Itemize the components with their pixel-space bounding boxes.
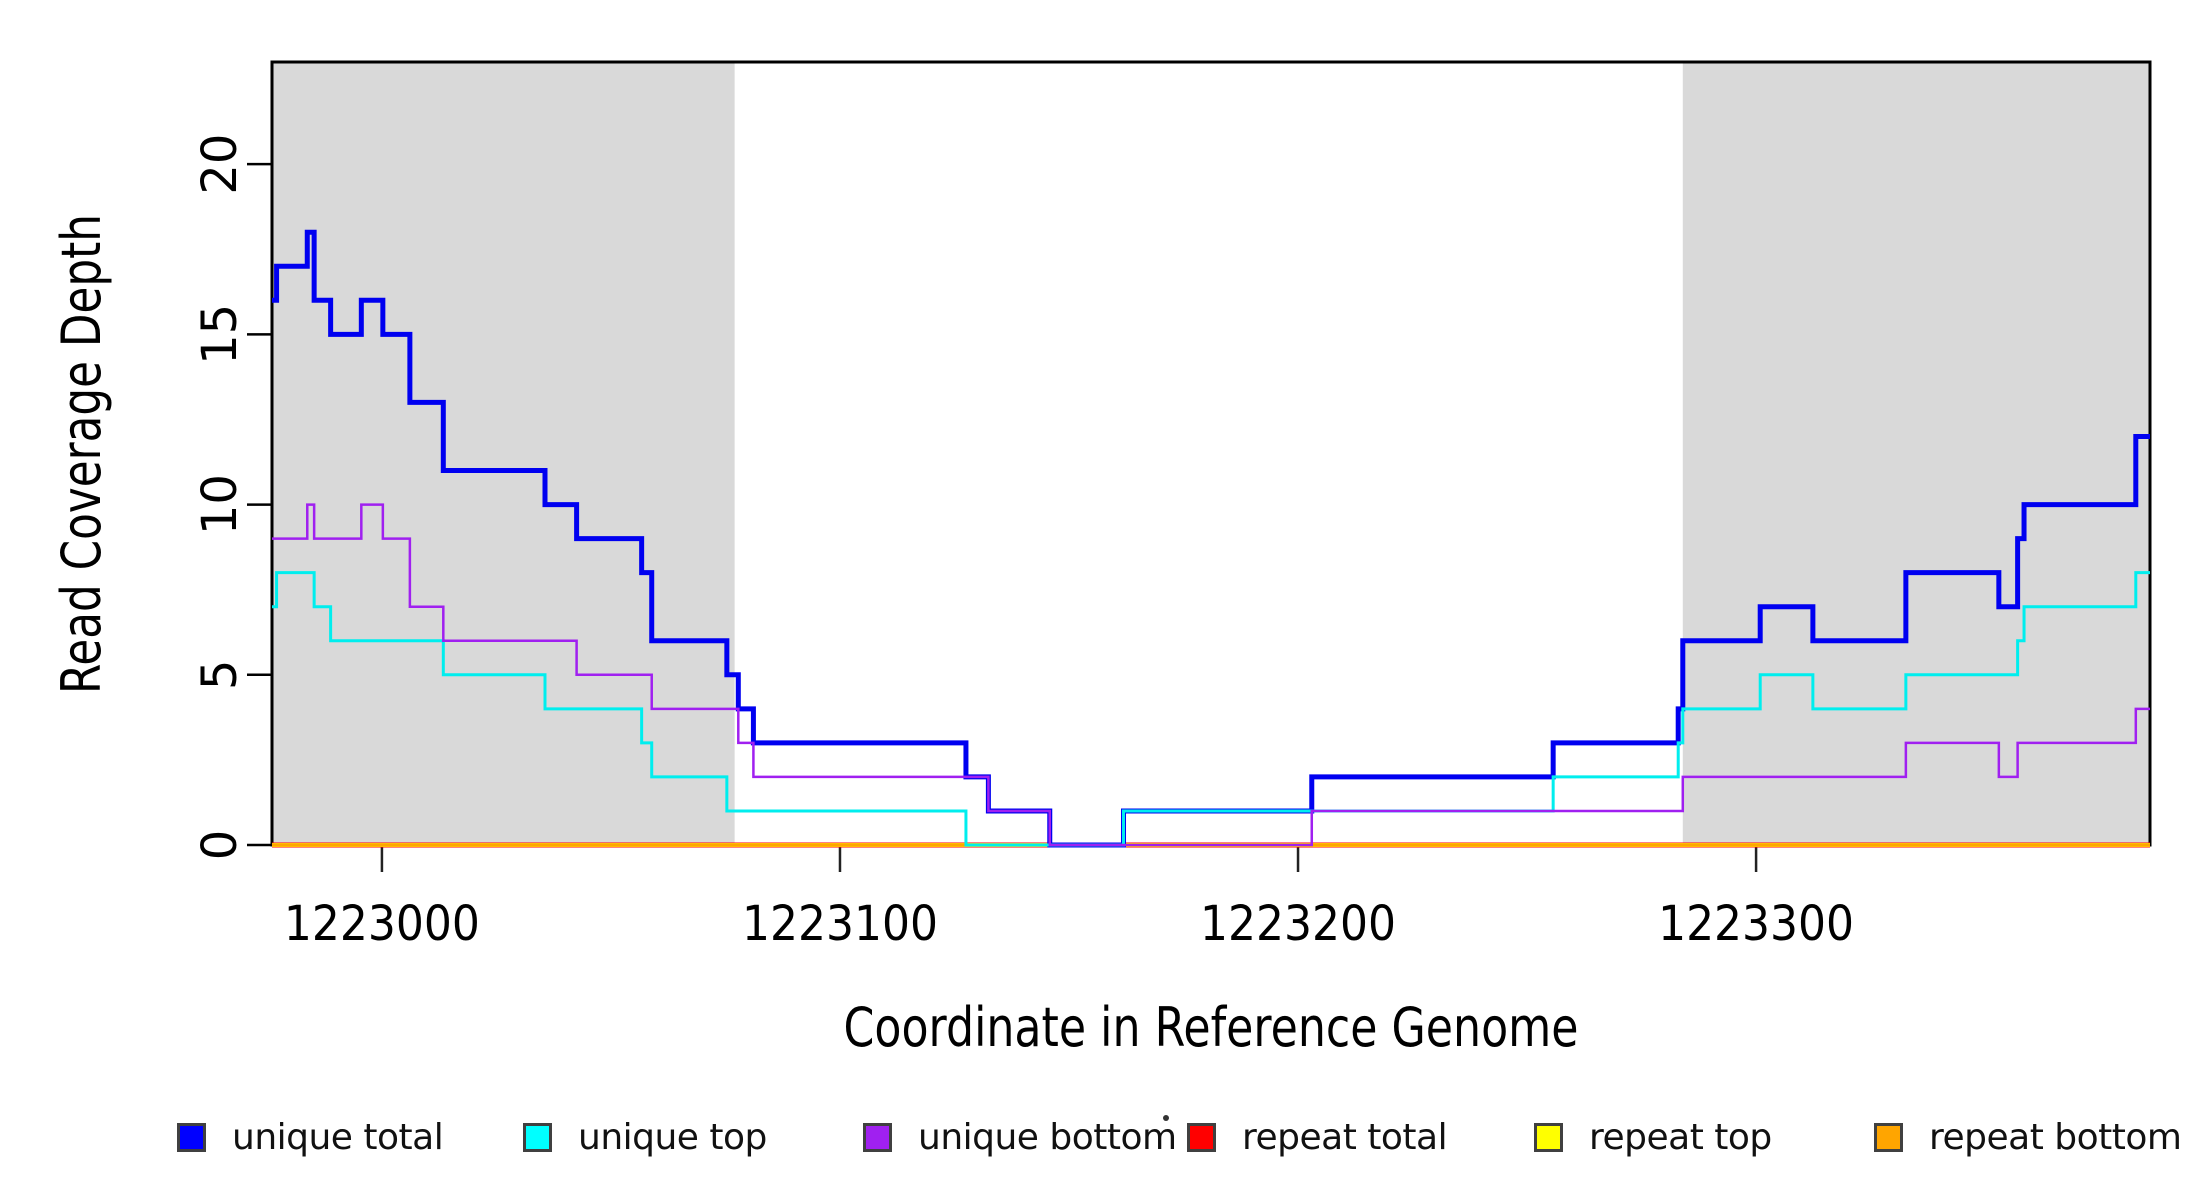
series-line-unique-top [272,571,2150,847]
stray-dot-artifact [1163,1115,1169,1121]
x-tick-label: 1223000 [284,896,480,952]
x-tick-label: 1223200 [1200,896,1396,952]
y-tick-label: 5 [192,660,248,691]
x-tick-label: 1223300 [1658,896,1854,952]
shaded-region [1682,63,2150,845]
y-axis-title: Read Coverage Depth [50,214,113,694]
x-axis-title: Coordinate in Reference Genome [844,996,1579,1059]
y-tick-label: 0 [192,830,248,861]
series-line-unique-total [272,229,2150,848]
x-tick-label: 1223100 [742,896,938,952]
series-line-unique-bottom [272,503,2150,847]
shaded-region [272,63,735,845]
y-tick-label: 10 [192,474,248,535]
y-tick-label: 15 [192,304,248,365]
y-tick-label: 20 [192,134,248,195]
